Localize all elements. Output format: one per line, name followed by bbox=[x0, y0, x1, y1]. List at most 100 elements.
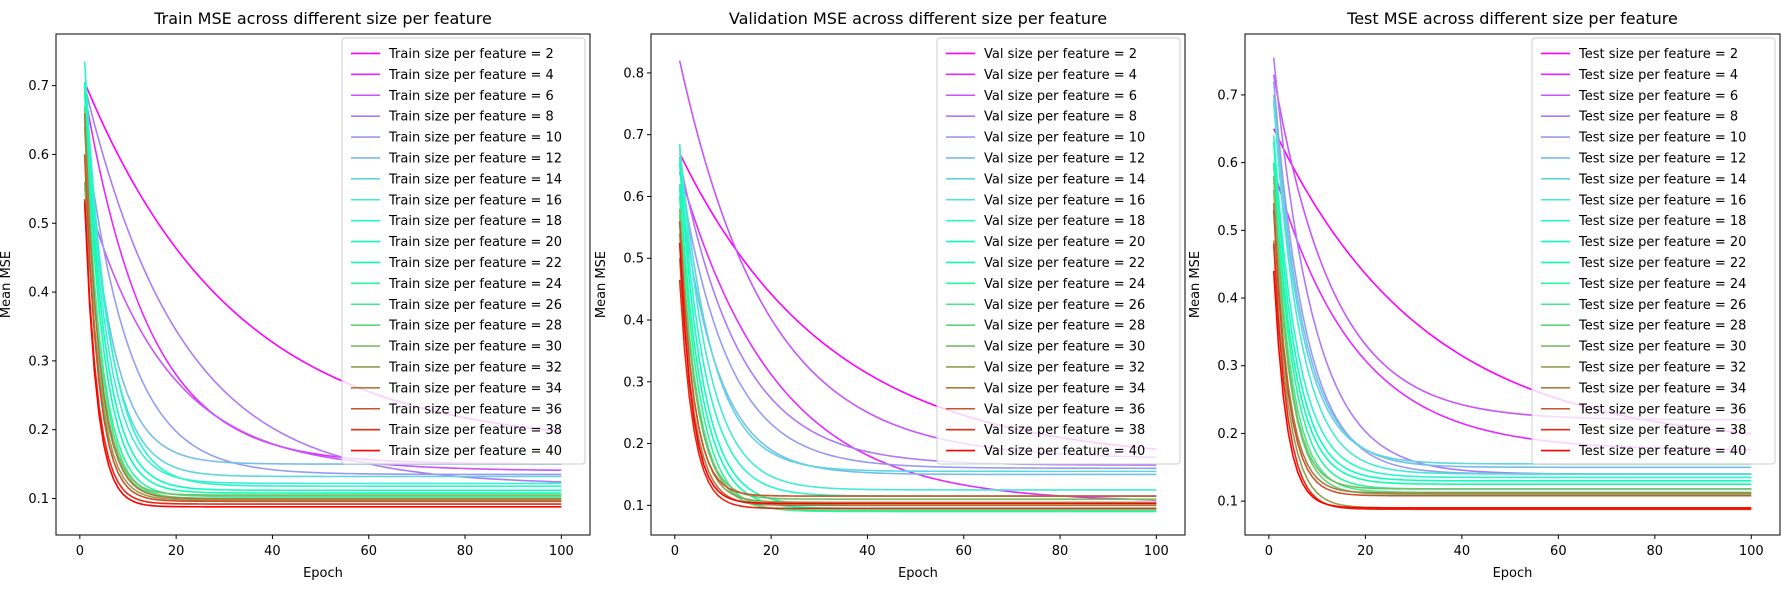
axes-frame bbox=[55, 33, 591, 536]
legend-entry: Test size per feature = 22 bbox=[1578, 256, 1746, 271]
x-tick-label: 20 bbox=[1357, 544, 1374, 559]
series-line bbox=[678, 146, 1157, 473]
legend-entry: Train size per feature = 8 bbox=[388, 110, 554, 125]
y-tick-label: 0.6 bbox=[623, 190, 644, 205]
x-tick-label: 60 bbox=[1550, 544, 1567, 559]
series-line bbox=[1272, 203, 1752, 494]
x-tick-label: 0 bbox=[671, 544, 679, 559]
y-tick-label: 0.5 bbox=[1217, 224, 1238, 239]
series-line bbox=[83, 126, 562, 476]
series-line bbox=[83, 85, 562, 478]
legend-entry: Train size per feature = 28 bbox=[388, 319, 562, 334]
series-line bbox=[1272, 209, 1752, 497]
legend-entry: Val size per feature = 24 bbox=[984, 277, 1145, 292]
legend-entry: Val size per feature = 22 bbox=[984, 256, 1145, 271]
series-line bbox=[83, 202, 562, 508]
legend-entry: Test size per feature = 34 bbox=[1578, 381, 1746, 396]
y-tick-label: 0.7 bbox=[28, 79, 49, 94]
legend-entry: Train size per feature = 40 bbox=[388, 444, 562, 459]
x-tick-label: 40 bbox=[264, 544, 281, 559]
y-tick-label: 0.2 bbox=[1217, 427, 1238, 442]
series-line bbox=[678, 159, 1157, 466]
legend-entry: Val size per feature = 10 bbox=[984, 131, 1145, 146]
legend-entry: Val size per feature = 16 bbox=[984, 193, 1145, 208]
legend-entry: Test size per feature = 12 bbox=[1578, 151, 1746, 166]
series-line bbox=[83, 85, 562, 483]
x-axis-label: Epoch bbox=[1493, 566, 1533, 581]
axes-frame bbox=[650, 33, 1186, 536]
x-tick-label: 80 bbox=[457, 544, 474, 559]
legend-entry: Val size per feature = 36 bbox=[984, 402, 1145, 417]
chart-title: Validation MSE across different size per… bbox=[729, 9, 1107, 28]
series-line bbox=[83, 82, 562, 485]
legend-entry: Val size per feature = 2 bbox=[984, 47, 1137, 62]
legend-entry: Train size per feature = 22 bbox=[388, 256, 562, 271]
legend-entry: Val size per feature = 40 bbox=[984, 444, 1145, 459]
legend-entry: Test size per feature = 16 bbox=[1578, 193, 1746, 208]
legend-entry: Train size per feature = 26 bbox=[388, 298, 562, 313]
x-tick-label: 20 bbox=[763, 544, 780, 559]
x-tick-label: 60 bbox=[955, 544, 972, 559]
series-line bbox=[678, 184, 1157, 476]
chart-title: Test MSE across different size per featu… bbox=[1346, 9, 1678, 28]
legend-entry: Val size per feature = 26 bbox=[984, 298, 1145, 313]
series-line bbox=[1272, 142, 1752, 482]
series-line bbox=[1272, 135, 1752, 479]
y-tick-label: 0.4 bbox=[28, 286, 49, 301]
series-line bbox=[1272, 162, 1752, 486]
legend-entry: Test size per feature = 8 bbox=[1578, 110, 1738, 125]
legend-entry: Test size per feature = 18 bbox=[1578, 214, 1746, 229]
legend-entry: Test size per feature = 36 bbox=[1578, 402, 1746, 417]
legend-entry: Train size per feature = 20 bbox=[388, 235, 562, 250]
legend-entry: Train size per feature = 32 bbox=[388, 360, 562, 375]
legend-entry: Test size per feature = 10 bbox=[1578, 131, 1746, 146]
legend-entry: Val size per feature = 20 bbox=[984, 235, 1145, 250]
series-line bbox=[83, 82, 562, 492]
legend-entry: Test size per feature = 20 bbox=[1578, 235, 1746, 250]
series-lines bbox=[83, 61, 562, 508]
y-axis-label: Mean MSE bbox=[0, 251, 14, 318]
chart-title: Train MSE across different size per feat… bbox=[153, 9, 492, 28]
y-tick-label: 0.1 bbox=[28, 492, 49, 507]
x-tick-label: 0 bbox=[1265, 544, 1273, 559]
legend-entry: Train size per feature = 14 bbox=[388, 172, 562, 187]
x-tick-label: 40 bbox=[1454, 544, 1471, 559]
y-tick-label: 0.5 bbox=[623, 252, 644, 267]
x-tick-label: 0 bbox=[76, 544, 84, 559]
legend-entry: Train size per feature = 18 bbox=[388, 214, 562, 229]
x-tick-label: 40 bbox=[859, 544, 876, 559]
x-axis-label: Epoch bbox=[303, 566, 343, 581]
series-line bbox=[678, 171, 1157, 470]
legend-entry: Test size per feature = 2 bbox=[1578, 47, 1738, 62]
legend-entry: Val size per feature = 28 bbox=[984, 319, 1145, 334]
series-line bbox=[678, 208, 1157, 500]
legend: Test size per feature = 2 Test size per f… bbox=[1531, 37, 1776, 465]
y-tick-label: 0.3 bbox=[28, 354, 49, 369]
series-line bbox=[83, 126, 562, 496]
legend-entry: Val size per feature = 14 bbox=[984, 172, 1145, 187]
y-tick-label: 0.7 bbox=[623, 128, 644, 143]
legend-entry: Val size per feature = 6 bbox=[984, 89, 1137, 104]
legend-entry: Train size per feature = 36 bbox=[388, 402, 562, 417]
axes-frame bbox=[1244, 33, 1781, 536]
series-line bbox=[83, 188, 562, 472]
series-line bbox=[678, 258, 1157, 507]
legend-entry: Val size per feature = 4 bbox=[984, 68, 1137, 83]
series-line bbox=[83, 113, 562, 500]
series-line bbox=[678, 242, 1157, 505]
x-tick-label: 60 bbox=[360, 544, 377, 559]
x-tick-label: 80 bbox=[1052, 544, 1069, 559]
series-line bbox=[678, 143, 1157, 491]
series-line bbox=[83, 154, 562, 501]
legend-entry: Test size per feature = 4 bbox=[1578, 68, 1738, 83]
legend-entry: Train size per feature = 6 bbox=[388, 89, 554, 104]
y-tick-label: 0.6 bbox=[1217, 156, 1238, 171]
y-tick-label: 0.2 bbox=[623, 437, 644, 452]
series-line bbox=[1272, 176, 1752, 490]
series-line bbox=[83, 61, 562, 487]
legend: Train size per feature = 2 Train size per… bbox=[341, 37, 586, 465]
y-axis-label: Mean MSE bbox=[1188, 251, 1203, 318]
legend-entry: Test size per feature = 40 bbox=[1578, 444, 1746, 459]
legend-entry: Test size per feature = 32 bbox=[1578, 360, 1746, 375]
